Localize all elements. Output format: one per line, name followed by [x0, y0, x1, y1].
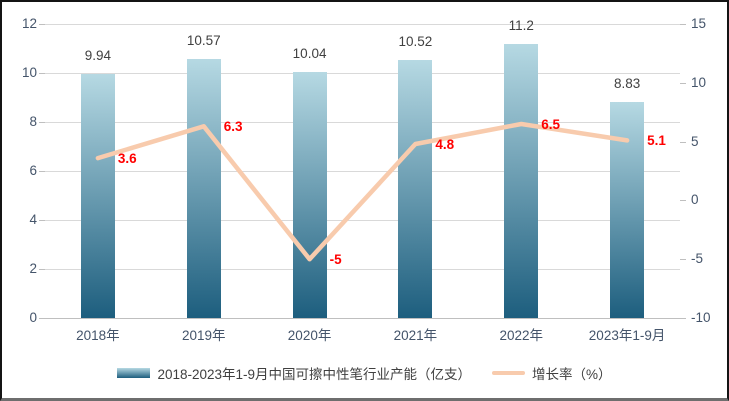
right-axis-tick-label: 15 [691, 16, 707, 31]
legend-bar-label: 2018-2023年1-9月中国可擦中性笔行业产能（亿支） [157, 367, 472, 382]
left-tick-mark [39, 220, 45, 221]
gridline [45, 73, 680, 74]
right-tick-mark [680, 141, 686, 143]
right-axis-tick-label: 10 [691, 74, 707, 90]
growth-rate-value-label: 5.1 [647, 133, 666, 149]
left-axis-tick-label: 8 [29, 114, 37, 129]
capacity-bar-value-label: 10.52 [398, 34, 433, 50]
gridline [45, 318, 680, 319]
capacity-bar [292, 72, 327, 318]
left-tick-mark [39, 318, 45, 319]
left-axis-tick-label: 6 [29, 163, 37, 178]
x-axis-category-label: 2019年 [181, 328, 226, 343]
capacity-bar [398, 60, 433, 318]
capacity-bar-value-label: 11.2 [508, 17, 534, 33]
left-axis-tick-label: 0 [29, 310, 37, 325]
growth-rate-value-label: 4.8 [435, 136, 455, 152]
left-tick-mark [39, 171, 45, 172]
capacity-bar-value-label: 8.83 [613, 75, 641, 91]
right-tick-mark [680, 24, 686, 25]
capacity-bar [80, 74, 115, 318]
x-axis-category-label: 2021年 [393, 328, 438, 343]
capacity-bar-value-label: 9.94 [84, 48, 112, 64]
left-axis-tick-label: 10 [21, 65, 37, 80]
growth-rate-value-label: 3.6 [117, 151, 137, 167]
left-axis-tick-label: 12 [21, 16, 37, 31]
right-tick-mark [680, 318, 686, 319]
capacity-bar [504, 43, 539, 318]
gridline [45, 220, 680, 221]
legend: 2018-2023年1-9月中国可擦中性笔行业产能（亿支） 增长率（%） [2, 362, 727, 384]
x-axis-category-label: 2022年 [499, 328, 544, 343]
gridline [45, 171, 680, 172]
right-tick-mark [680, 82, 686, 84]
capacity-bar [610, 101, 645, 318]
capacity-bar-value-label: 10.57 [186, 33, 221, 49]
legend-bar-swatch-icon [117, 368, 151, 378]
gridline [45, 122, 680, 123]
left-tick-mark [39, 73, 45, 74]
x-axis-category-label: 2018年 [76, 328, 120, 343]
growth-rate-value-label: -5 [329, 252, 342, 268]
legend-line-swatch-icon [492, 371, 526, 375]
growth-rate-polyline [95, 121, 630, 262]
left-axis-tick-label: 2 [29, 261, 37, 276]
left-tick-mark [39, 122, 45, 123]
right-axis-tick-label: 5 [691, 133, 699, 149]
capacity-bar-value-label: 10.04 [292, 46, 327, 62]
x-axis-category-label: 2020年 [287, 328, 332, 343]
right-tick-mark [680, 259, 686, 261]
left-axis-tick-label: 4 [29, 212, 37, 227]
right-axis-tick-label: 0 [691, 192, 699, 208]
growth-rate-value-label: 6.3 [223, 119, 243, 135]
growth-rate-value-label: 6.5 [541, 116, 561, 132]
right-axis-tick-label: -10 [691, 310, 711, 325]
left-tick-mark [39, 24, 45, 25]
x-axis-category-label: 2023年1-9月 [588, 328, 666, 343]
capacity-bar [186, 59, 221, 318]
legend-line-label: 增长率（%） [532, 367, 612, 382]
right-tick-mark [680, 200, 686, 202]
gridline [45, 269, 680, 270]
gridline [45, 24, 680, 25]
left-tick-mark [39, 269, 45, 270]
right-axis-tick-label: -5 [691, 251, 704, 267]
